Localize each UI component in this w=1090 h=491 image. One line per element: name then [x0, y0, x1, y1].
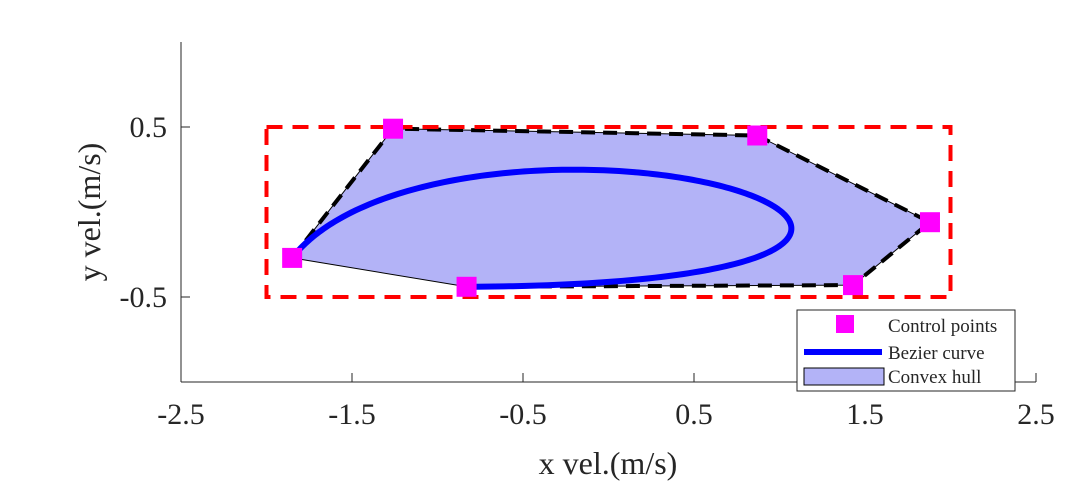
control-point-3 — [747, 125, 768, 146]
legend-convex-hull-swatch — [803, 367, 885, 386]
y-axis-label: y vel.(m/s) — [71, 143, 107, 282]
data-layer — [264, 118, 953, 299]
x-tick-label: -1.5 — [328, 398, 376, 431]
control-point-4 — [919, 212, 940, 233]
legend-control-points-marker — [836, 315, 854, 333]
control-point-2 — [383, 118, 404, 139]
legend-bezier-curve-label: Bezier curve — [888, 343, 985, 364]
x-tick-label: -2.5 — [157, 398, 205, 431]
x-tick-label: 2.5 — [1017, 398, 1055, 431]
bounding-box — [264, 125, 953, 299]
x-tick-label: 0.5 — [675, 398, 713, 431]
legend: Control points Bezier curve Convex hull — [796, 309, 1016, 392]
x-axis-label: x vel.(m/s) — [539, 445, 678, 481]
control-polygon — [290, 126, 934, 289]
control-point-5 — [843, 275, 864, 296]
x-tick-label: 1.5 — [846, 398, 884, 431]
legend-convex-hull-label: Convex hull — [888, 367, 981, 388]
axes-layer: -2.5 -1.5 -0.5 0.5 1.5 2.5 0.5 -0.5 — [120, 42, 1055, 431]
control-point-6 — [456, 276, 477, 297]
y-tick-label: -0.5 — [120, 281, 168, 314]
bezier-curve — [289, 166, 795, 290]
legend-control-points-label: Control points — [888, 316, 997, 337]
x-tick-label: -0.5 — [499, 398, 547, 431]
y-tick-label: 0.5 — [130, 111, 168, 144]
control-point-1 — [282, 247, 303, 268]
